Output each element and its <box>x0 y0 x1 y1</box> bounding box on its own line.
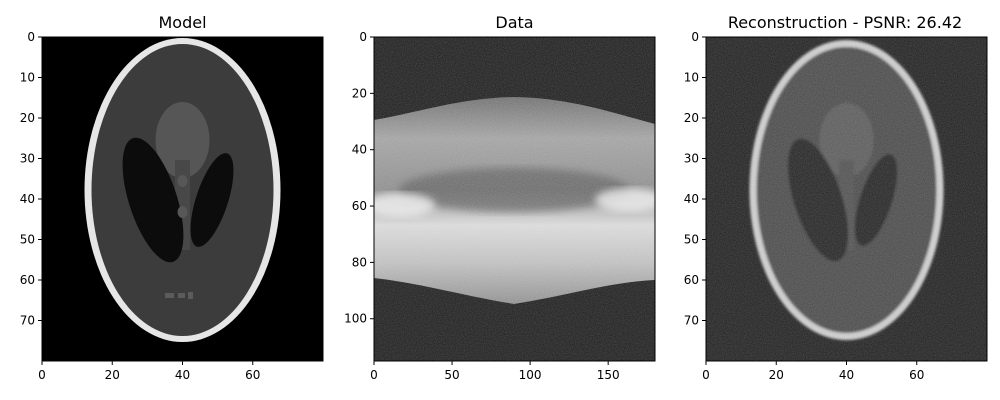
y-tick-label: 20 <box>684 111 699 125</box>
x-tick-label: 60 <box>909 368 924 382</box>
x-tick-label: 20 <box>769 368 784 382</box>
y-tick-label: 40 <box>352 143 367 157</box>
x-tick-label: 40 <box>175 368 190 382</box>
chart-title: Model <box>158 13 206 32</box>
heatmap-image <box>374 37 655 361</box>
chart-title: Data <box>495 13 533 32</box>
x-tick-label: 0 <box>370 368 378 382</box>
y-tick-label: 20 <box>20 111 35 125</box>
y-tick-label: 40 <box>684 192 699 206</box>
y-tick-label: 60 <box>684 273 699 287</box>
heatmap-image <box>42 37 323 361</box>
y-tick-label: 10 <box>20 71 35 85</box>
y-tick-label: 0 <box>27 30 35 44</box>
panel-model: Model 0 20 40 60 0 10 20 30 40 50 60 70 <box>20 13 324 382</box>
axis-ticks: 0 20 40 60 0 10 20 30 40 50 60 70 <box>20 30 261 382</box>
x-tick-label: 20 <box>105 368 120 382</box>
y-tick-label: 0 <box>691 30 699 44</box>
y-tick-label: 70 <box>20 314 35 328</box>
y-tick-label: 80 <box>352 255 367 269</box>
x-tick-label: 150 <box>597 368 620 382</box>
x-tick-label: 100 <box>519 368 542 382</box>
x-tick-label: 0 <box>38 368 46 382</box>
y-tick-label: 60 <box>352 199 367 213</box>
y-tick-label: 20 <box>352 86 367 100</box>
x-tick-label: 50 <box>444 368 459 382</box>
y-tick-label: 30 <box>20 152 35 166</box>
axis-ticks: 0 50 100 150 0 20 40 60 80 100 <box>344 30 620 382</box>
y-tick-label: 50 <box>684 233 699 247</box>
heatmap-image <box>706 37 987 361</box>
y-tick-label: 100 <box>344 312 367 326</box>
y-tick-label: 60 <box>20 273 35 287</box>
x-tick-label: 0 <box>702 368 710 382</box>
y-tick-label: 70 <box>684 314 699 328</box>
axis-ticks: 0 20 40 60 0 10 20 30 40 50 60 70 <box>684 30 925 382</box>
y-tick-label: 0 <box>359 30 367 44</box>
y-tick-label: 10 <box>684 71 699 85</box>
axes-frame <box>373 36 656 362</box>
x-tick-label: 40 <box>839 368 854 382</box>
y-tick-label: 50 <box>20 233 35 247</box>
y-tick-label: 30 <box>684 152 699 166</box>
y-tick-label: 40 <box>20 192 35 206</box>
chart-title: Reconstruction - PSNR: 26.42 <box>728 13 962 32</box>
x-tick-label: 60 <box>245 368 260 382</box>
panel-reconstruction: Reconstruction - PSNR: 26.42 0 20 40 60 0 10 2… <box>684 13 988 382</box>
panel-data: Data 0 50 100 150 0 20 40 60 80 100 <box>344 13 656 382</box>
